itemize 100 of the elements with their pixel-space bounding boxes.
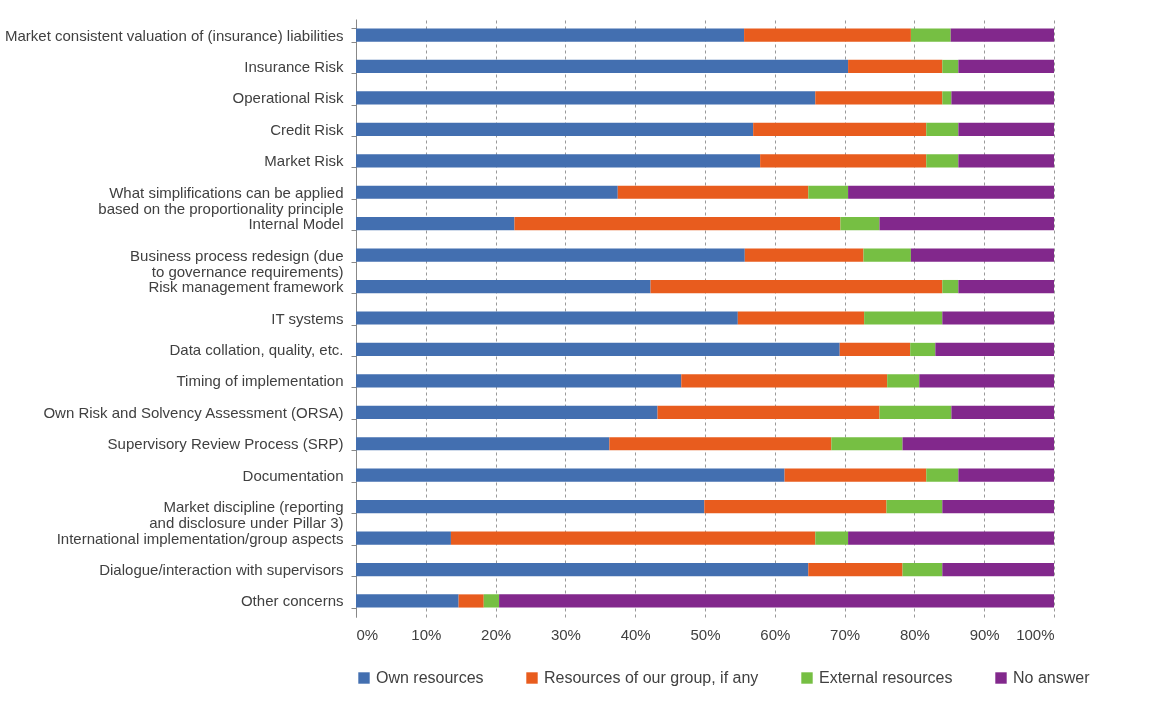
bar [356,122,754,136]
y-tick-label: Timing of implementation [176,372,344,390]
bar [942,59,959,74]
x-tick-label: 100% [1016,625,1055,643]
bar [902,562,943,577]
bar [910,248,1054,262]
y-tick-label: Other concerns [240,592,344,610]
y-tick-label: Supervisory Review Process (SRP) [107,435,344,453]
bar [753,122,927,136]
bar [356,562,809,577]
bar [483,594,500,608]
bar [356,279,651,294]
bar [887,374,920,388]
bar [450,531,816,545]
bar [744,28,911,42]
bar [356,342,840,357]
bar [356,500,705,514]
bar [919,374,1054,388]
bar [657,405,880,419]
bar [942,311,1054,325]
bar [958,279,1054,294]
bar [458,594,484,608]
bar [848,59,943,74]
bar [744,248,864,262]
bar [356,248,745,262]
bar [356,468,785,482]
bar [879,217,1054,231]
bar [650,279,943,294]
y-tick-label: IT systems [271,309,344,327]
y-tick-label: Market consistent valuation of (insurance) liabilities [5,26,344,44]
x-tick-label: 30% [550,625,581,643]
bar [356,59,849,74]
y-tick-label: Market discipline (reporting and disclosure under Pillar 3) [149,498,344,532]
bar [808,185,849,199]
legend-label: Resources of our group, if any [544,669,759,686]
bar [609,437,832,451]
bar [950,28,1054,42]
y-tick-label: Market Risk [264,152,344,170]
bar [951,405,1054,419]
legend-label: No answer [1013,669,1091,686]
x-tick-label: 70% [830,625,861,643]
y-tick-label: What simplifications can be applied based on the proportionality principle [98,183,344,217]
y-tick-label: Insurance Risk [244,57,344,75]
x-tick-label: 10% [411,625,442,643]
y-tick-label: Documentation [242,466,344,484]
bar [356,374,682,388]
y-tick-label: Own Risk and Solvency Assessment (ORSA) [43,403,344,421]
bar [910,28,951,42]
bar [356,91,816,105]
bar [958,59,1054,74]
bar [839,342,911,357]
bar [902,437,1054,451]
x-tick-label: 60% [760,625,791,643]
bar [499,594,1054,608]
bar [886,500,943,514]
x-tick-label: 0% [356,625,379,643]
bar [815,531,849,545]
bar [356,437,610,451]
bar [935,342,1054,357]
bar [879,405,952,419]
bar [958,122,1054,136]
y-tick-label: Data collation, quality, etc. [169,340,344,358]
bar [840,217,880,231]
x-tick-label: 20% [481,625,512,643]
bar [704,500,887,514]
bar [356,217,515,231]
bar [951,91,1054,105]
bar [784,468,927,482]
bar [926,154,959,168]
y-tick-label: Credit Risk [270,120,344,138]
bar [926,468,959,482]
bar [942,500,1054,514]
bar [848,185,1054,199]
bar [356,311,738,325]
legend-label: Own resources [376,669,484,686]
bar [356,185,618,199]
bar [760,154,927,168]
bar [958,154,1054,168]
y-tick-label: Business process redesign (due to governance requirements) [130,246,344,280]
x-tick-label: 50% [690,625,721,643]
bar [848,531,1054,545]
bar [808,562,903,577]
bar [864,311,943,325]
bar [356,405,658,419]
bar [942,562,1054,577]
bar [737,311,865,325]
bar [681,374,888,388]
x-tick-label: 90% [969,625,1000,643]
bar [863,248,911,262]
x-tick-label: 80% [899,625,930,643]
bar [356,28,745,42]
bar [356,531,451,545]
x-tick-label: 40% [620,625,651,643]
y-tick-label: Operational Risk [232,89,344,107]
legend-label: External resources [819,669,953,686]
bar [356,154,761,168]
bar [942,91,952,105]
bar [958,468,1054,482]
bar [356,594,459,608]
bar [831,437,903,451]
